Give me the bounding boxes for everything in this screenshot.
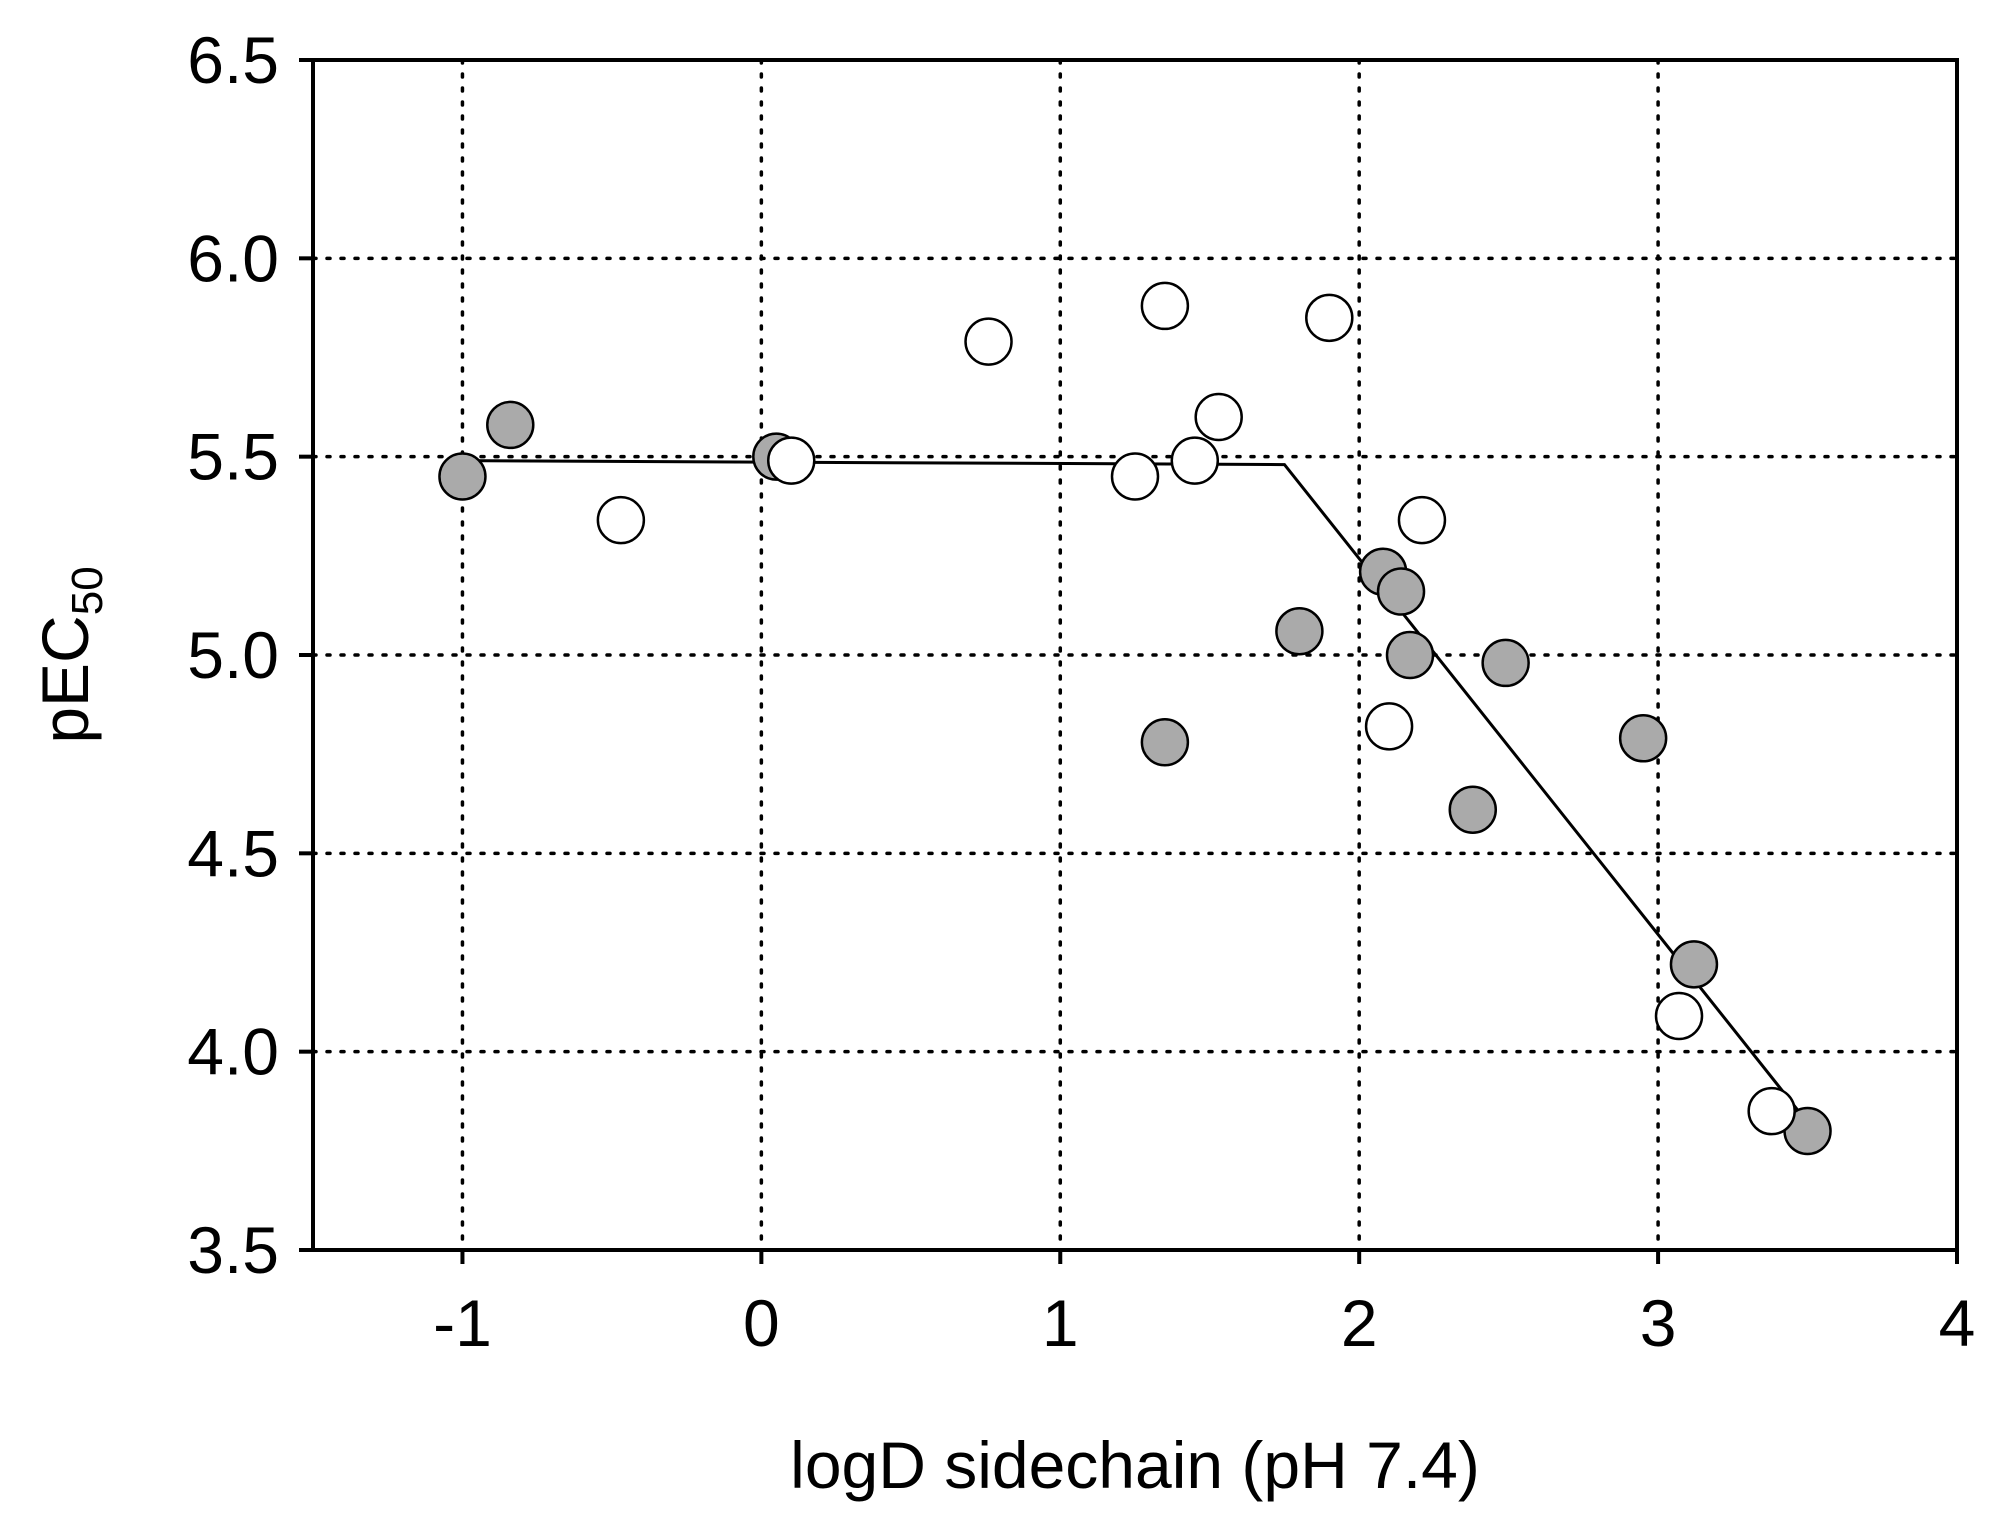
x-tick-label: 0 <box>743 1286 780 1360</box>
filled-data-point <box>486 400 535 450</box>
y-tick-label: 4.0 <box>187 1015 279 1089</box>
filled-data-point <box>1618 714 1668 763</box>
fit-line <box>462 459 1800 1113</box>
open-data-point <box>596 495 646 545</box>
x-tick-label: 2 <box>1341 1286 1378 1360</box>
filled-data-point <box>1448 785 1498 834</box>
x-tick-label: -1 <box>433 1286 492 1360</box>
data-points <box>438 281 1832 1156</box>
filled-data-point <box>1140 718 1190 767</box>
open-data-point <box>1140 281 1190 331</box>
filled-data-point <box>1275 606 1324 656</box>
plot-area-frame <box>311 58 1959 1252</box>
open-data-point <box>1654 991 1704 1041</box>
filled-data-point <box>1376 567 1426 616</box>
open-data-point <box>1397 495 1447 545</box>
y-tick-label: 5.5 <box>187 420 279 494</box>
y-tick-label: 5.0 <box>187 618 279 692</box>
y-tick-label: 4.5 <box>187 816 279 890</box>
filled-data-point <box>1669 940 1719 989</box>
grid-lines <box>311 58 1959 1252</box>
open-data-point <box>1747 1086 1796 1136</box>
filled-data-point <box>1385 630 1435 680</box>
x-tick-label: 4 <box>1939 1286 1976 1360</box>
fit-line-group <box>462 459 1800 1113</box>
filled-data-point <box>1481 638 1530 688</box>
x-axis-title: logD sidechain (pH 7.4) <box>790 1428 1480 1502</box>
open-data-point <box>1364 702 1414 751</box>
y-axis-tick-labels: 3.5 4.0 4.5 5.0 5.5 6.0 6.5 <box>187 23 279 1287</box>
y-axis-title: pEC50 <box>28 566 112 743</box>
y-tick-label: 6.0 <box>187 221 279 295</box>
open-data-point <box>767 436 816 485</box>
axis-ticks <box>299 58 1959 1264</box>
open-data-point <box>1110 452 1160 501</box>
y-tick-label: 6.5 <box>187 23 279 97</box>
y-axis-title-main: pEC <box>28 615 102 743</box>
x-tick-label: 1 <box>1042 1286 1079 1360</box>
y-tick-label: 3.5 <box>187 1213 279 1287</box>
y-axis-title-subscript: 50 <box>63 566 112 615</box>
open-data-point <box>1194 392 1243 442</box>
open-data-point <box>964 317 1013 366</box>
open-data-point <box>1170 436 1220 485</box>
x-axis-tick-labels: -1 0 1 2 3 4 <box>433 1286 1975 1360</box>
x-tick-label: 3 <box>1640 1286 1677 1360</box>
filled-data-point <box>438 452 487 501</box>
open-data-point <box>1305 293 1354 343</box>
